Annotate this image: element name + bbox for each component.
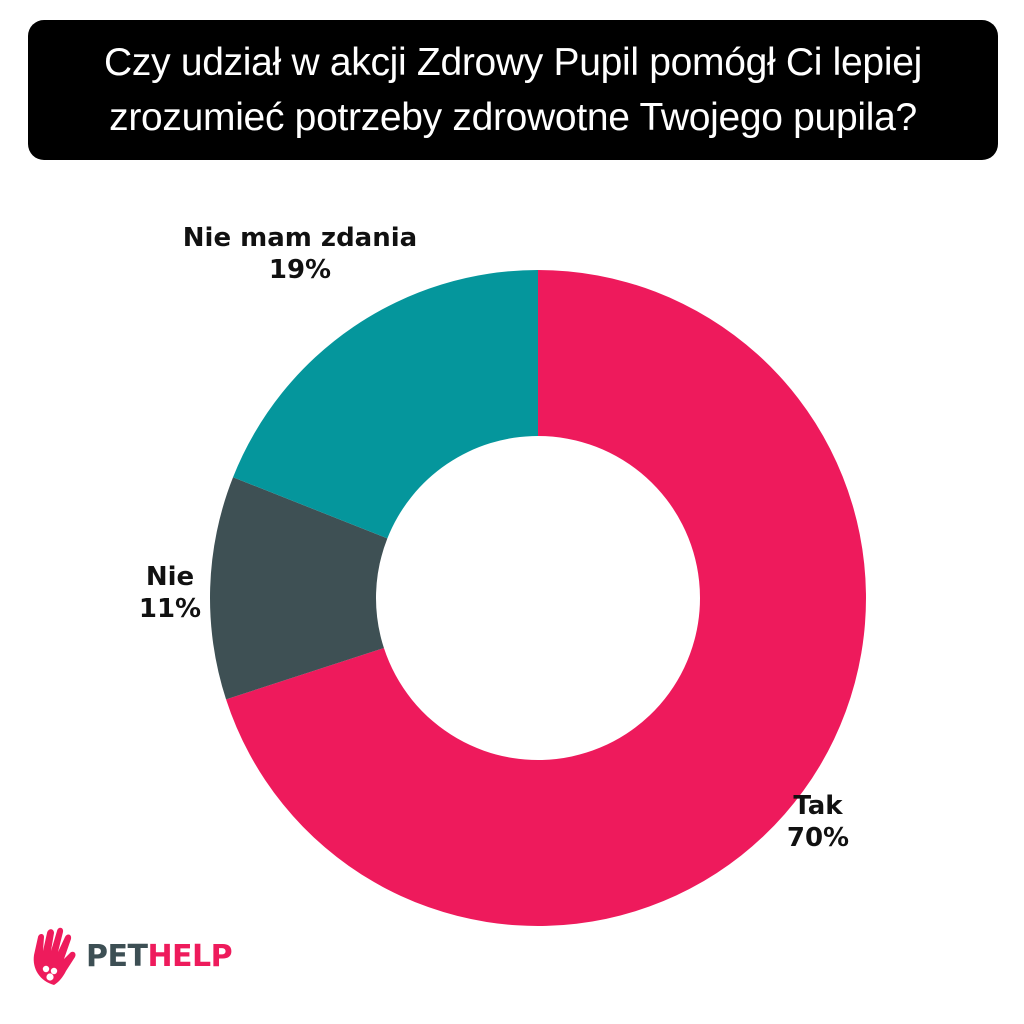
slice-label-tak-value: 70% — [786, 823, 850, 853]
slice-label-nie-value: 11% — [138, 594, 202, 624]
slice-label-tak-name: Tak — [793, 791, 843, 821]
logo-pet: PET — [86, 938, 148, 974]
slice-label-nie-name: Nie — [145, 562, 195, 592]
slice-label-nie-mam-zdania-name: Nie mam zdania — [182, 223, 418, 253]
slice-label-nie: Nie 11% — [110, 561, 230, 625]
chart-title-line-2: zrozumieć potrzeby zdrowotne Twojego pup… — [109, 96, 917, 139]
donut-slice-tak — [226, 270, 866, 926]
chart-title-box: Czy udział w akcji Zdrowy Pupil pomógł C… — [28, 20, 998, 160]
pethelp-logo: PETHELP — [28, 925, 233, 987]
logo-help: HELP — [147, 938, 233, 974]
slice-label-tak: Tak 70% — [758, 790, 878, 854]
donut-slice-nie — [210, 477, 388, 700]
chart-title-line-1: Czy udział w akcji Zdrowy Pupil pomógł C… — [104, 41, 922, 84]
logo-wordmark: PETHELP — [86, 938, 233, 974]
donut-slice-nie-mam-zdania — [233, 270, 538, 539]
hand-heart-icon — [33, 927, 76, 985]
slice-label-nie-mam-zdania-value: 19% — [268, 255, 332, 285]
slice-label-nie-mam-zdania: Nie mam zdania 19% — [160, 222, 440, 286]
